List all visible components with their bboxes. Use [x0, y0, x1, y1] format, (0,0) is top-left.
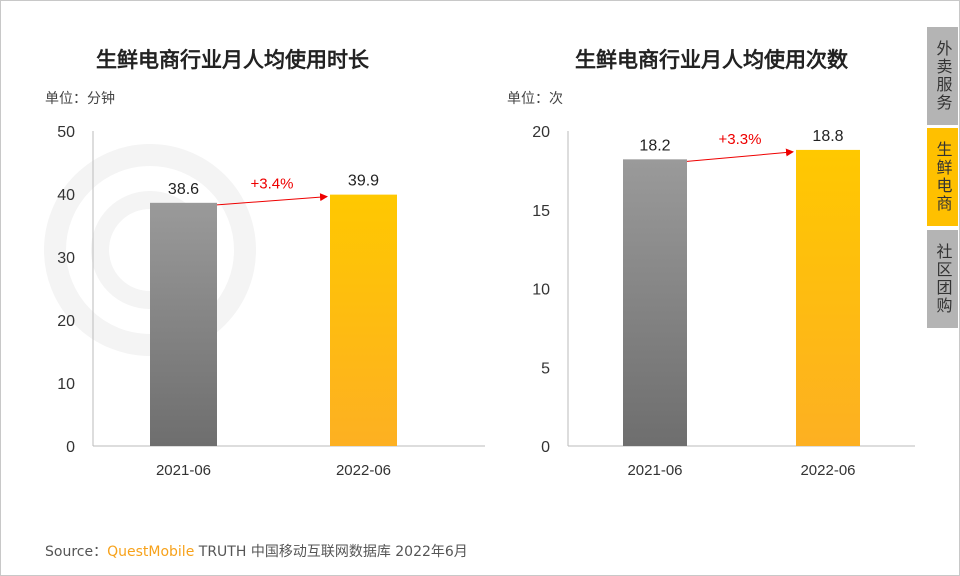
y-tick-label: 20	[57, 313, 75, 330]
unit-left: 单位：分钟	[45, 91, 115, 107]
y-tick-label: 0	[66, 439, 75, 456]
tab-takeout[interactable]: 外卖服务	[927, 27, 958, 125]
source-note: Source：QuestMobile TRUTH 中国移动互联网数据库 2022…	[45, 541, 468, 561]
bar-2021-06	[623, 159, 687, 446]
x-tick-label: 2021-06	[156, 462, 211, 479]
x-tick-label: 2022-06	[336, 462, 391, 479]
tab-fresh-ecommerce[interactable]: 生鲜电商	[927, 128, 958, 226]
growth-label: +3.3%	[719, 131, 762, 148]
growth-arrow	[216, 193, 328, 206]
tab-community-group-buy[interactable]: 社区团购	[927, 230, 958, 328]
x-tick-label: 2022-06	[800, 462, 855, 479]
y-tick-label: 0	[541, 439, 550, 456]
x-tick-label: 2021-06	[627, 462, 682, 479]
data-label: 38.6	[168, 181, 199, 198]
y-tick-label: 50	[57, 124, 75, 141]
unit-right: 单位：次	[507, 91, 563, 107]
y-tick-label: 5	[541, 360, 550, 377]
data-label: 39.9	[348, 173, 379, 190]
growth-label: +3.4%	[251, 176, 294, 193]
source-prefix: Source：	[45, 544, 108, 560]
source-text: TRUTH 中国移动互联网数据库 2022年6月	[194, 544, 468, 560]
y-tick-label: 30	[57, 250, 75, 267]
y-tick-label: 10	[57, 376, 75, 393]
chart-title-left: 生鲜电商行业月人均使用时长	[96, 48, 369, 72]
bar-2022-06	[330, 194, 397, 446]
y-tick-label: 20	[532, 124, 550, 141]
source-brand: QuestMobile	[107, 544, 195, 560]
data-label: 18.8	[812, 128, 843, 145]
y-tick-label: 40	[57, 187, 75, 204]
bar-2021-06	[150, 202, 217, 446]
chart-title-right: 生鲜电商行业月人均使用次数	[575, 48, 848, 72]
y-tick-label: 15	[532, 203, 550, 220]
data-label: 18.2	[639, 137, 670, 154]
bar-2022-06	[796, 149, 860, 446]
growth-arrow	[686, 148, 794, 162]
y-tick-label: 10	[532, 282, 550, 299]
